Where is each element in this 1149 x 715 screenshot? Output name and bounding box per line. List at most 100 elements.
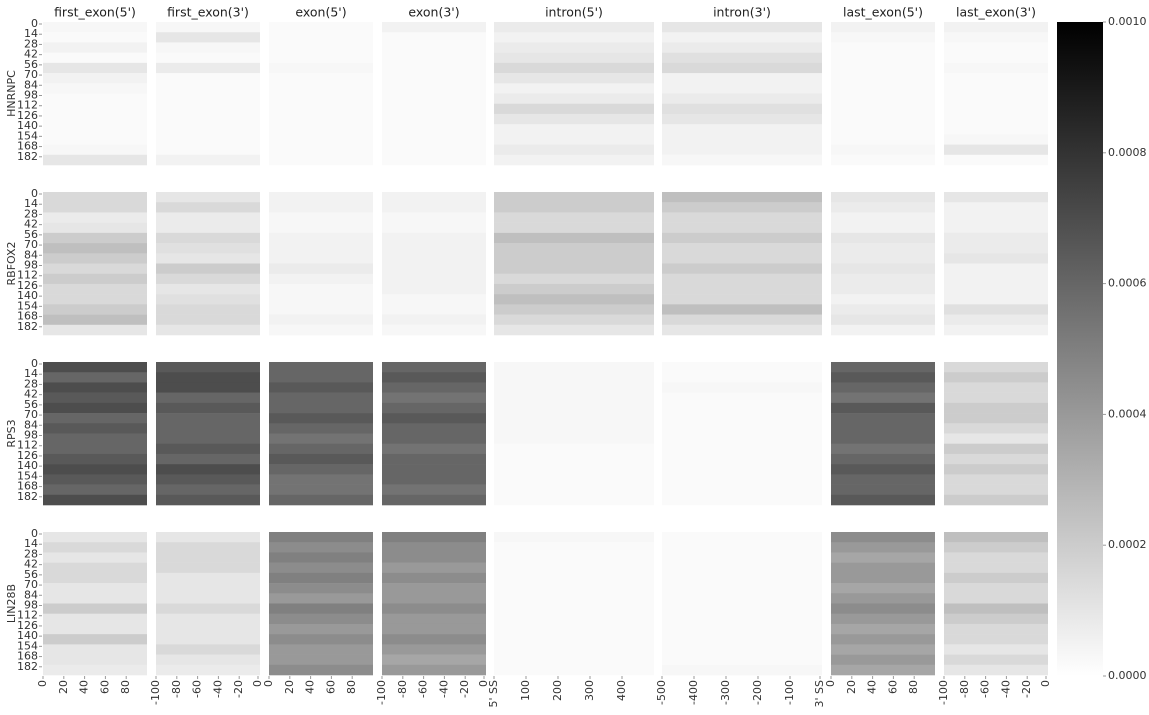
heat-cell [831,304,935,315]
heat-cell [382,93,486,105]
heat-cell [662,453,822,465]
heat-cell [662,402,822,414]
heat-cell [269,304,373,315]
y-tick-label: 28 [24,377,38,390]
heat-cell [382,154,486,166]
y-tick-label: 126 [17,109,38,122]
heat-cell [156,562,260,574]
heat-cell [269,464,373,475]
heat-cell [43,372,147,383]
x-tick-label: -60 [191,680,204,698]
heat-cell [944,144,1048,156]
heat-cell [43,42,147,53]
y-tick-label: 154 [17,299,38,312]
heat-cell [944,664,1048,676]
heat-cell [494,464,654,475]
heat-cell [382,212,486,223]
heat-cell [494,83,654,94]
heat-cell [382,484,486,496]
heat-cell [269,362,373,373]
x-tick-label: -400 [687,680,700,705]
heat-cell [43,453,147,465]
heat-cell [269,572,373,584]
heat-cell [156,464,260,475]
heat-cell [662,294,822,305]
x-tick-label: -20 [232,680,245,698]
y-tick-label: 14 [24,367,38,380]
y-tick-label: 112 [17,99,38,112]
heat-cell [269,623,373,635]
column-title: intron(5') [545,5,603,20]
heat-cell [43,362,147,373]
heat-cell [831,253,935,264]
y-tick-label: 42 [24,388,38,401]
y-tick-label: 168 [17,650,38,663]
heat-cell [944,644,1048,655]
heat-cell [156,113,260,125]
heat-cell [494,392,654,404]
heat-cell [43,654,147,666]
heat-cell [43,433,147,445]
y-tick-label: 0 [31,17,38,30]
heat-cell [944,52,1048,64]
heat-cell [382,623,486,635]
column-title: first_exon(5') [54,5,136,20]
heat-cell [944,623,1048,635]
y-tick-label: 126 [17,619,38,632]
heat-cell [494,562,654,574]
heat-cell [494,192,654,203]
heat-cell [831,423,935,434]
row-label: RBFOX2 [5,241,18,285]
heat-cell [269,423,373,434]
heat-cell [944,273,1048,285]
x-tick-label: 100 [519,680,532,701]
heat-cell [944,134,1048,145]
heat-cell [944,62,1048,74]
heat-cell [43,113,147,125]
y-tick-label: 28 [24,547,38,560]
heat-cell [156,382,260,393]
heat-cell [662,283,822,295]
heat-cell [662,42,822,53]
heat-cell [662,232,822,244]
heat-cell [944,253,1048,264]
heat-cell [269,392,373,404]
heat-cell [43,644,147,655]
x-tick-label: 80 [119,680,132,694]
heat-cell [831,154,935,166]
heat-cell [382,423,486,434]
heat-cell [944,562,1048,574]
y-tick-label: 140 [17,119,38,132]
heat-cell [269,542,373,553]
heat-cell [831,623,935,635]
heat-cell [494,52,654,64]
heat-cell [382,253,486,264]
y-tick-label: 14 [24,197,38,210]
heat-cell [831,532,935,543]
heat-cell [944,362,1048,373]
colorbar-tick-label: 0.0004 [1108,407,1147,420]
heat-cell [662,593,822,604]
y-tick-label: 42 [24,218,38,231]
x-tick-label: 40 [866,680,879,694]
heat-cell [494,474,654,485]
heat-cell [156,103,260,115]
heat-cell [156,413,260,424]
heat-cell [43,124,147,135]
column-title: exon(3') [408,5,459,20]
heat-cell [382,222,486,234]
row-label: HNRNPC [5,70,18,117]
heat-cell [269,134,373,145]
heat-cell [156,134,260,145]
heat-cell [269,453,373,465]
heat-cell [43,212,147,223]
heat-cell [662,623,822,635]
heat-cell [156,253,260,264]
heat-cell [662,423,822,434]
heat-cell [494,113,654,125]
heat-cell [494,42,654,53]
heat-cell [662,304,822,315]
colorbar-tick-label: 0.0002 [1108,538,1147,551]
heat-cell [662,134,822,145]
heat-cell [494,494,654,506]
